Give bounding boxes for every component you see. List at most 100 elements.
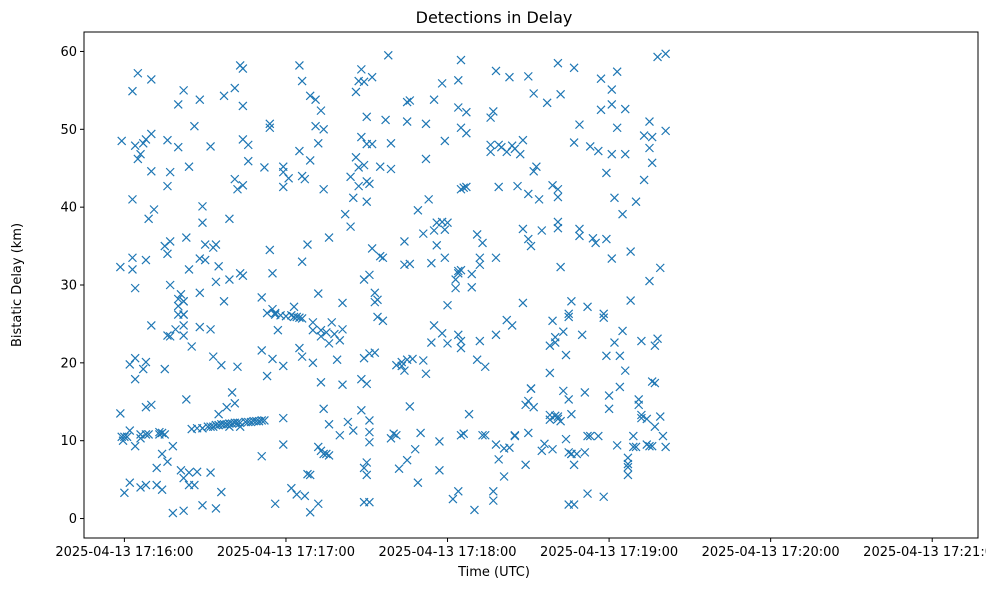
data-point [437, 328, 447, 338]
data-point [556, 416, 566, 426]
data-point [348, 426, 358, 435]
data-point [157, 485, 167, 495]
data-point [365, 416, 374, 425]
data-point [270, 499, 280, 509]
data-point [354, 181, 364, 191]
data-point [453, 486, 463, 496]
data-point [365, 427, 374, 437]
data-point [612, 67, 622, 77]
data-point [294, 61, 304, 70]
data-point [402, 455, 412, 465]
data-point [230, 398, 240, 408]
data-point [338, 380, 347, 390]
data-point [645, 117, 654, 126]
data-point [316, 331, 326, 341]
data-point [206, 422, 215, 432]
data-point [599, 309, 609, 319]
data-point [480, 430, 490, 440]
data-point [615, 351, 625, 361]
data-point [362, 458, 372, 467]
data-point [176, 465, 186, 475]
data-point [521, 460, 531, 470]
data-point [623, 459, 633, 469]
data-point [593, 431, 603, 441]
data-point [351, 87, 361, 97]
data-point [601, 351, 611, 361]
data-point [443, 218, 452, 228]
data-point [370, 348, 380, 358]
data-point [467, 282, 477, 292]
data-point [480, 362, 490, 372]
data-point [195, 254, 205, 263]
data-point [661, 49, 671, 59]
data-point [636, 410, 646, 420]
data-point [278, 162, 288, 172]
data-point [607, 149, 617, 159]
data-point [391, 430, 401, 440]
data-point [416, 428, 426, 438]
data-point [488, 106, 498, 116]
data-point [224, 275, 234, 284]
data-point [356, 405, 366, 415]
data-point [319, 184, 329, 194]
data-point [152, 463, 162, 473]
data-point [645, 143, 654, 153]
data-point [179, 85, 189, 95]
data-point [230, 174, 240, 184]
data-point [278, 361, 288, 371]
data-point [195, 322, 205, 332]
data-point [130, 283, 140, 293]
data-point [426, 258, 436, 268]
data-point [604, 391, 614, 400]
data-point [313, 499, 323, 509]
data-point [222, 402, 232, 412]
data-point [163, 135, 172, 145]
data-point [165, 331, 175, 341]
data-point [488, 496, 498, 506]
data-point [585, 431, 595, 441]
data-point [130, 374, 140, 384]
data-point [386, 138, 396, 148]
data-point [179, 321, 189, 330]
data-point [623, 453, 633, 463]
data-point [529, 89, 539, 98]
data-point [268, 304, 277, 314]
data-point [184, 468, 194, 478]
chart-title: Detections in Delay [416, 8, 573, 27]
data-point [356, 64, 366, 74]
data-point [192, 467, 202, 477]
y-tick-label: 60 [60, 45, 77, 60]
data-point [424, 194, 434, 204]
data-point [429, 226, 439, 235]
data-point [575, 120, 584, 130]
data-point [136, 433, 145, 443]
data-point [321, 449, 331, 459]
data-point [612, 440, 622, 450]
data-point [297, 314, 307, 323]
data-point [286, 310, 296, 320]
data-point [305, 470, 315, 480]
data-point [378, 316, 388, 326]
data-point [575, 231, 584, 241]
data-point [421, 119, 431, 129]
data-point [319, 124, 329, 134]
data-point [122, 432, 132, 442]
data-point [335, 430, 345, 440]
data-point [405, 402, 415, 411]
data-point [564, 312, 574, 322]
data-point [448, 494, 458, 504]
y-tick-label: 0 [69, 512, 77, 527]
data-point [160, 430, 170, 439]
data-point [599, 492, 609, 502]
data-point [338, 298, 347, 308]
data-point [634, 400, 644, 410]
data-point [561, 434, 571, 444]
data-point [628, 442, 638, 452]
data-point [316, 106, 326, 116]
data-point [219, 296, 229, 306]
data-point [311, 95, 321, 105]
data-point [117, 136, 127, 146]
data-point [338, 324, 347, 334]
scatter-markers [115, 49, 671, 518]
x-tick-label: 2025-04-13 17:18:00 [378, 545, 516, 560]
